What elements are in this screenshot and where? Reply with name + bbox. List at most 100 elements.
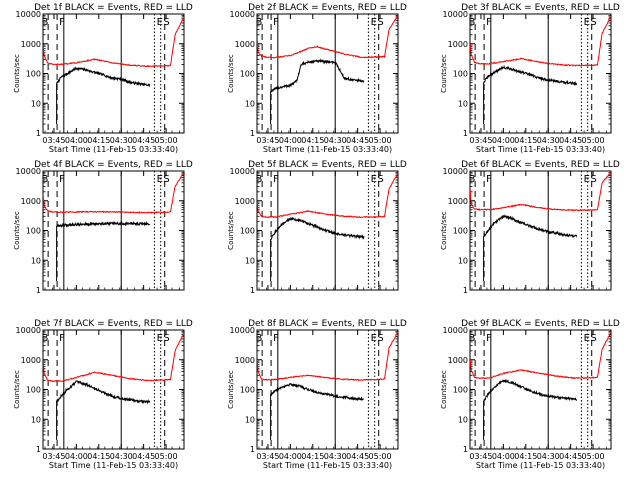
lld-series-line bbox=[43, 171, 184, 214]
y-tick-label: 1000 bbox=[448, 197, 468, 206]
marker-letter-f: F bbox=[273, 333, 279, 344]
y-axis-label: Counts/sec bbox=[440, 370, 448, 409]
x-tick-label: 04:15 bbox=[301, 136, 324, 145]
y-tick-label: 1 bbox=[250, 286, 255, 295]
y-axis-label: Counts/sec bbox=[13, 54, 21, 93]
events-series-line bbox=[483, 64, 578, 124]
marker-letter-b: B bbox=[256, 17, 263, 28]
marker-letter-s: S bbox=[590, 17, 596, 28]
x-tick-label: 04:45 bbox=[346, 136, 369, 145]
marker-letter-s: S bbox=[590, 174, 596, 185]
panel-title: Det 1f BLACK = Events, RED = LLD bbox=[34, 3, 193, 13]
y-tick-label: 10000 bbox=[16, 167, 41, 176]
marker-letter-e: E bbox=[371, 333, 377, 344]
panel-title: Det 9f BLACK = Events, RED = LLD bbox=[461, 319, 620, 329]
x-axis-label: Start Time (11-Feb-15 03:33:40) bbox=[263, 461, 392, 470]
x-axis-label: Start Time (11-Feb-15 03:33:40) bbox=[476, 145, 605, 154]
x-axis-label: Start Time (11-Feb-15 03:33:40) bbox=[476, 461, 605, 470]
x-tick-label: 04:15 bbox=[514, 452, 537, 461]
y-tick-label: 1000 bbox=[235, 356, 255, 365]
marker-letter-e: E bbox=[584, 333, 590, 344]
x-tick-label: 05:00 bbox=[582, 452, 605, 461]
marker-letter-e: E bbox=[371, 174, 377, 185]
marker-letter-b: B bbox=[256, 174, 263, 185]
x-tick-label: 04:30 bbox=[537, 452, 560, 461]
y-tick-label: 10 bbox=[245, 99, 255, 108]
detector-panel-6: Det 6f BLACK = Events, RED = LLD 1 10 100 10… bbox=[440, 160, 620, 295]
detector-panel-1: Det 1f BLACK = Events, RED = LLD 1 10 100 10… bbox=[13, 3, 193, 154]
marker-letter-f: F bbox=[59, 333, 65, 344]
y-tick-label: 10000 bbox=[443, 10, 468, 19]
marker-letter-e: E bbox=[157, 17, 163, 28]
marker-letter-b: B bbox=[469, 174, 476, 185]
x-tick-label: 04:30 bbox=[110, 452, 133, 461]
x-tick-label: 04:15 bbox=[514, 136, 537, 145]
x-tick-label: 04:45 bbox=[346, 452, 369, 461]
events-series-line bbox=[483, 378, 578, 440]
detector-panel-2: Det 2f BLACK = Events, RED = LLD 1 10 100 10… bbox=[227, 3, 407, 154]
y-tick-label: 1000 bbox=[235, 197, 255, 206]
y-tick-label: 1000 bbox=[235, 40, 255, 49]
x-tick-label: 04:00 bbox=[492, 136, 515, 145]
detector-panel-5: Det 5f BLACK = Events, RED = LLD 1 10 100 10… bbox=[227, 160, 407, 295]
lld-series-line bbox=[43, 16, 184, 68]
panel-title: Det 8f BLACK = Events, RED = LLD bbox=[248, 319, 407, 329]
y-tick-label: 1000 bbox=[448, 40, 468, 49]
x-tick-label: 04:15 bbox=[301, 452, 324, 461]
y-tick-label: 1 bbox=[250, 129, 255, 138]
marker-letter-f: F bbox=[273, 174, 279, 185]
marker-letter-f: F bbox=[59, 17, 65, 28]
x-tick-label: 04:00 bbox=[279, 452, 302, 461]
y-tick-label: 10 bbox=[245, 256, 255, 265]
x-tick-label: 03:45 bbox=[256, 452, 279, 461]
x-tick-label: 04:15 bbox=[87, 136, 110, 145]
x-tick-label: 05:00 bbox=[369, 452, 392, 461]
y-tick-label: 100 bbox=[240, 386, 255, 395]
x-tick-label: 05:00 bbox=[369, 136, 392, 145]
y-tick-label: 10000 bbox=[230, 10, 255, 19]
marker-letter-f: F bbox=[59, 174, 65, 185]
marker-letter-s: S bbox=[377, 17, 383, 28]
x-tick-label: 03:45 bbox=[256, 136, 279, 145]
marker-letter-f: F bbox=[486, 17, 492, 28]
x-tick-label: 04:30 bbox=[324, 452, 347, 461]
events-series-line bbox=[56, 380, 151, 440]
y-tick-label: 10 bbox=[31, 256, 41, 265]
marker-letter-s: S bbox=[377, 174, 383, 185]
detector-panel-4: Det 4f BLACK = Events, RED = LLD 1 10 100 10… bbox=[13, 160, 193, 295]
y-axis-label: Counts/sec bbox=[227, 54, 235, 93]
marker-letter-e: E bbox=[157, 174, 163, 185]
y-tick-label: 1 bbox=[463, 445, 468, 454]
y-tick-label: 100 bbox=[453, 70, 468, 79]
y-tick-label: 10000 bbox=[230, 167, 255, 176]
y-tick-label: 100 bbox=[453, 386, 468, 395]
lld-series-line bbox=[257, 172, 398, 219]
y-axis-label: Counts/sec bbox=[227, 370, 235, 409]
x-tick-label: 05:00 bbox=[155, 452, 178, 461]
x-tick-label: 04:00 bbox=[279, 136, 302, 145]
marker-letter-f: F bbox=[486, 174, 492, 185]
lld-series-line bbox=[470, 331, 611, 380]
marker-letter-s: S bbox=[163, 174, 169, 185]
y-tick-label: 1 bbox=[36, 129, 41, 138]
lld-series-line bbox=[257, 331, 398, 381]
y-tick-label: 10000 bbox=[443, 326, 468, 335]
y-tick-label: 10 bbox=[458, 256, 468, 265]
marker-letter-b: B bbox=[42, 333, 49, 344]
detector-panel-3: Det 3f BLACK = Events, RED = LLD 1 10 100 10… bbox=[440, 3, 620, 154]
x-tick-label: 04:30 bbox=[110, 136, 133, 145]
y-tick-label: 10000 bbox=[230, 326, 255, 335]
x-tick-label: 04:45 bbox=[559, 452, 582, 461]
events-series-line bbox=[270, 382, 364, 440]
x-tick-label: 03:45 bbox=[42, 452, 65, 461]
lld-series-line bbox=[470, 16, 611, 67]
y-tick-label: 10 bbox=[31, 99, 41, 108]
events-series-line bbox=[56, 66, 151, 124]
y-tick-label: 1 bbox=[463, 129, 468, 138]
events-series-line bbox=[56, 220, 151, 281]
y-tick-label: 1 bbox=[250, 445, 255, 454]
x-tick-label: 05:00 bbox=[582, 136, 605, 145]
y-tick-label: 100 bbox=[240, 70, 255, 79]
y-tick-label: 10000 bbox=[16, 326, 41, 335]
